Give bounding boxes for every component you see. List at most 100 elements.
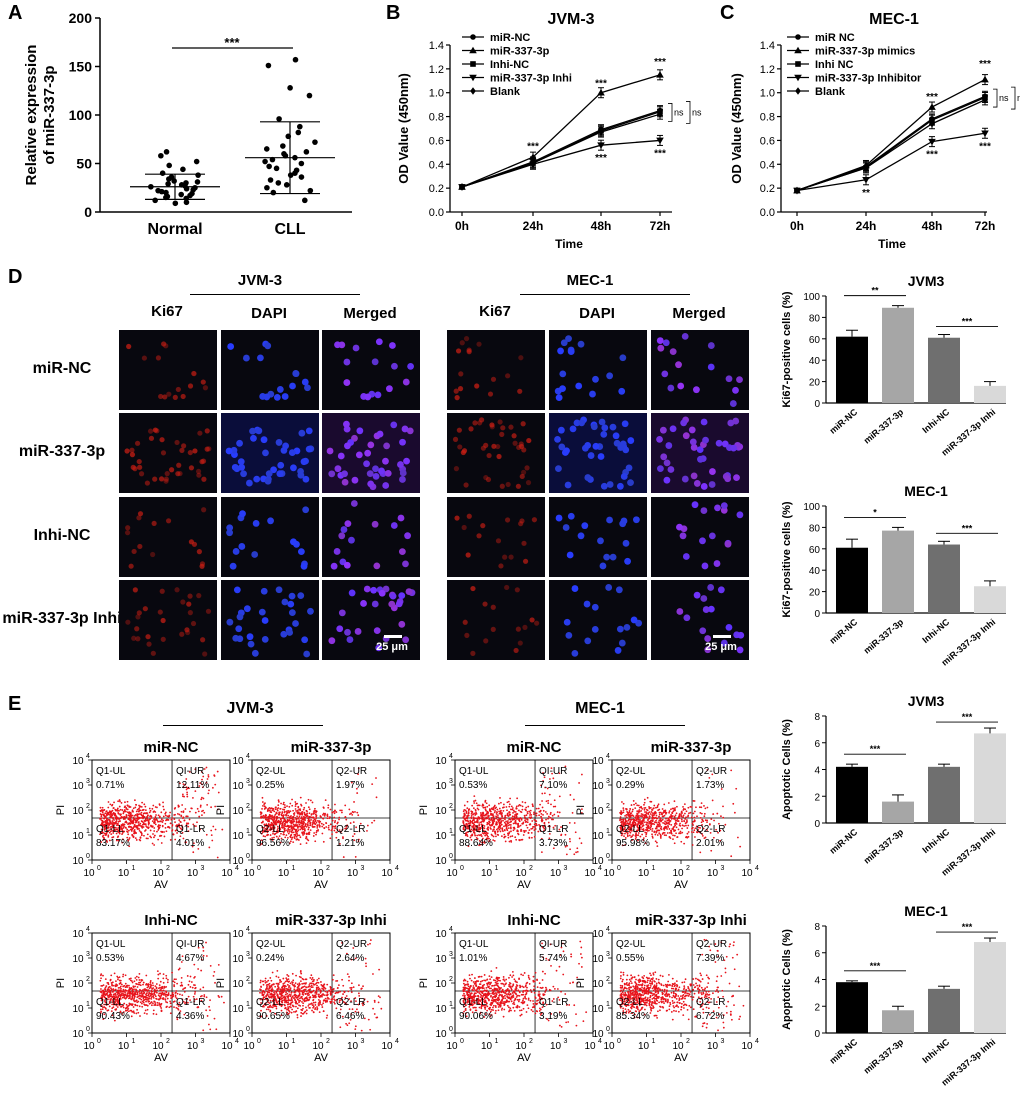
event-dot [289,829,291,831]
event-dot [146,812,149,815]
event-dot [663,809,665,812]
event-dot [520,817,523,820]
event-dot [154,1003,157,1005]
event-dot [537,807,540,810]
event-dot [645,808,648,811]
event-dot [133,818,136,821]
event-dot [173,978,176,981]
event-dot [690,831,693,833]
cell [505,373,511,379]
event-dot [111,829,113,832]
event-dot [124,982,127,985]
x-tick-label: 10 [603,868,615,879]
event-dot [182,988,184,991]
event-dot [99,813,102,815]
event-dot [673,823,676,825]
x-tick-label: 72h [975,219,996,233]
event-dot [303,817,305,820]
cell-field [226,586,314,658]
cell [147,428,154,434]
event-dot [159,1005,162,1008]
event-dot [284,821,287,824]
cell [343,561,351,569]
event-dot [266,825,268,827]
cell [180,599,186,605]
event-dot [135,817,138,820]
event-dot [495,811,498,813]
x-tick-exponent: 0 [460,865,464,872]
event-dot [334,810,336,812]
cell [128,563,134,569]
event-dot [106,841,108,843]
event-dot [220,995,223,998]
cell [466,349,472,355]
cell [697,455,704,463]
event-dot [649,800,652,803]
data-point [306,92,313,99]
cell [260,587,268,595]
x-tick-label: 10 [481,868,493,879]
event-dot [334,819,337,822]
event-dot [499,797,501,799]
event-dot [264,816,267,819]
event-dot [676,836,679,838]
event-dot [524,817,527,820]
event-dot [302,834,304,836]
event-dot [316,824,319,827]
event-dot [465,812,468,814]
event-dot [104,978,107,980]
data-point [158,152,164,159]
cell [343,420,350,428]
event-dot [117,839,120,842]
event-dot [529,812,532,814]
event-dot [354,811,356,813]
event-dot [289,810,292,813]
event-dot [476,807,479,810]
cell [696,446,704,454]
panel-label-d: D [8,266,23,288]
cell [174,439,180,446]
cell [187,449,193,456]
event-dot [463,813,466,815]
data-point [152,197,158,204]
bar [882,307,914,403]
event-dot [673,834,676,837]
cell-field [124,427,212,486]
event-dot [331,819,334,822]
cell [557,426,565,434]
marker-triangle-up [597,88,605,96]
cell [485,476,492,483]
event-dot [508,831,511,834]
event-dot [143,815,146,818]
event-dot [124,801,126,804]
event-dot [498,823,501,826]
event-dot [643,798,646,801]
event-dot [106,831,108,834]
event-dot [276,825,279,828]
event-dot [553,813,556,816]
event-dot [122,812,125,815]
event-dot [165,974,168,977]
cell [656,435,663,443]
event-dot [356,792,359,794]
cell [399,438,406,446]
event-dot [303,830,306,832]
quadrant-value: 0.53% [459,780,487,791]
cell [330,562,338,570]
event-dot [276,829,279,831]
event-dot [657,809,660,812]
event-dot [700,821,703,824]
event-dot [166,826,169,828]
cell [693,480,701,487]
event-dot [269,823,272,826]
event-dot [296,815,298,818]
cell [142,606,148,612]
event-dot [341,828,344,831]
marker-diamond [459,183,465,191]
event-dot [516,797,519,800]
event-dot [162,993,165,996]
event-dot [473,795,476,798]
event-dot [116,822,119,825]
event-dot [646,821,648,824]
event-dot [681,812,684,814]
